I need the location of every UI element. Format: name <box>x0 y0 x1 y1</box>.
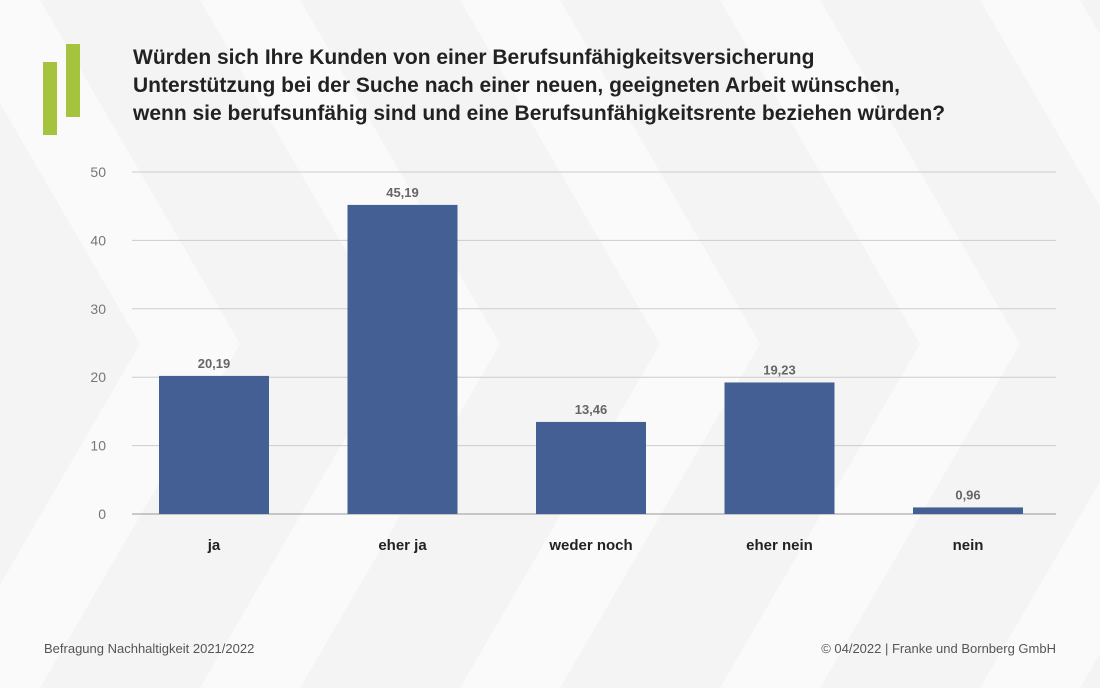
title-line-2: Unterstützung bei der Suche nach einer n… <box>133 74 901 97</box>
x-tick-label: nein <box>953 537 984 554</box>
y-tick-label: 0 <box>98 506 106 522</box>
y-tick-label: 40 <box>90 232 106 248</box>
logo-bar-left <box>43 62 57 135</box>
footer-source: Befragung Nachhaltigkeit 2021/2022 <box>44 641 255 656</box>
data-label: 19,23 <box>763 362 796 377</box>
x-tick-label: eher nein <box>746 537 813 554</box>
x-tick-label: eher ja <box>378 537 427 554</box>
logo <box>43 44 83 136</box>
bar <box>913 507 1023 514</box>
x-tick-label: weder noch <box>548 537 632 554</box>
y-tick-label: 10 <box>90 438 106 454</box>
title-line-1: Würden sich Ihre Kunden von einer Berufs… <box>133 46 815 69</box>
data-label: 20,19 <box>198 356 231 371</box>
bar <box>347 204 458 515</box>
chart-title: Würden sich Ihre Kunden von einer Berufs… <box>133 44 1063 128</box>
y-tick-label: 20 <box>90 369 106 385</box>
bar <box>159 375 269 514</box>
footer-copyright: © 04/2022 | Franke und Bornberg GmbH <box>821 641 1056 656</box>
data-label: 45,19 <box>386 185 419 200</box>
logo-bar-right <box>66 44 80 117</box>
y-tick-label: 50 <box>90 164 106 180</box>
x-tick-label: ja <box>207 537 221 554</box>
title-line-3: wenn sie berufsunfähig sind und eine Ber… <box>133 102 946 125</box>
bar <box>724 382 835 514</box>
y-tick-label: 30 <box>90 301 106 317</box>
data-label: 0,96 <box>955 487 980 502</box>
data-label: 13,46 <box>575 402 608 417</box>
bar <box>536 421 646 514</box>
